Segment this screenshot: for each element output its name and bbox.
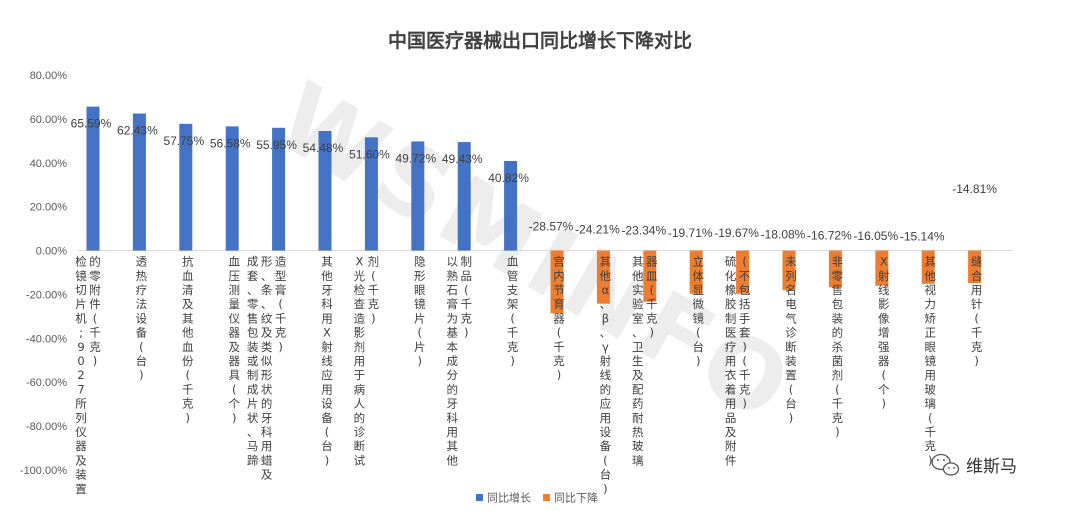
- y-axis: 80.00% 60.00% 40.00% 20.00% 0.00% -20.00% -40.…: [20, 70, 67, 477]
- category-label: 未列名电气诊断装置(台): [785, 255, 797, 425]
- category-label: 其他牙科用 X 射线应用设备(台): [321, 255, 333, 468]
- y-tick-label: 80.00%: [30, 70, 68, 82]
- data-label: -23.34%: [621, 223, 666, 237]
- category-label: X 光检查造影剂用于病人的诊断试: [354, 255, 366, 468]
- category-label: 的零附件(千克): [89, 255, 101, 368]
- legend-decrease-label: 同比下降: [554, 491, 598, 505]
- bar-decrease: [875, 250, 889, 286]
- bar-increase: [411, 141, 425, 251]
- bar-increase: [179, 123, 193, 251]
- wechat-icon: [931, 453, 960, 476]
- y-tick-label: -40.00%: [26, 333, 67, 345]
- bar-increase: [86, 106, 100, 251]
- category-label: X 射线影像增强器(个): [878, 255, 890, 411]
- data-label: -16.05%: [853, 229, 898, 243]
- y-tick-label: 0.00%: [36, 246, 67, 258]
- category-label: 抗血清及其他血份(千克): [182, 255, 194, 425]
- y-tick-label: -100.00%: [20, 465, 67, 477]
- category-label: 其他实验室、卫生及配药耐热玻璃: [632, 255, 644, 468]
- category-label: 缝合用针(千克): [971, 255, 983, 368]
- bar-decrease: [596, 250, 610, 304]
- data-label: 57.75%: [163, 134, 204, 148]
- y-tick-label: -60.00%: [26, 377, 67, 389]
- category-label: 隐形眼镜片(片): [414, 255, 426, 368]
- category-label: (不包括手套) (千克): [739, 255, 751, 411]
- category-label: 以熟石膏为基本成分的牙科用其他: [446, 255, 458, 468]
- brand-watermark: 维斯马: [931, 453, 1017, 477]
- bar-decrease: [736, 250, 750, 294]
- bar-increase: [132, 113, 146, 251]
- data-label: 55.95%: [256, 138, 297, 152]
- data-label: 49.43%: [442, 152, 483, 166]
- legend: 同比增长 同比下降: [476, 491, 598, 505]
- data-labels-group: 65.59% 62.43% 57.75% 56.58% 55.95% 54.48% 51.6…: [71, 117, 998, 244]
- category-label: 血管支架(千克): [507, 255, 519, 368]
- legend-increase-label: 同比增长: [487, 491, 531, 505]
- category-label: 形、条、纹及类似形状的牙科用蜡及: [261, 255, 273, 482]
- bar-increase: [225, 126, 239, 251]
- data-label: -24.21%: [575, 223, 620, 237]
- data-label: -19.67%: [714, 226, 759, 240]
- legend-increase-swatch: [476, 494, 483, 501]
- data-label: 40.82%: [488, 171, 529, 185]
- bars-group: [86, 106, 982, 314]
- data-label: -28.57%: [529, 219, 574, 233]
- category-label: 宫内节育器(千克): [553, 255, 565, 383]
- category-label: 透热疗法设备(台): [136, 255, 148, 383]
- data-label: 49.72%: [395, 151, 436, 165]
- category-label: 造型膏(千克): [275, 255, 287, 354]
- y-tick-label: 40.00%: [30, 158, 68, 170]
- chart-title: 中国医疗器械出口同比增长下降对比: [388, 29, 692, 52]
- brand-name: 维斯马: [966, 457, 1017, 477]
- bar-decrease: [689, 250, 703, 294]
- y-tick-label: -80.00%: [26, 421, 67, 433]
- bar-decrease: [921, 250, 935, 284]
- category-label: 器皿(千克): [646, 255, 658, 340]
- data-label: 56.58%: [210, 136, 251, 150]
- data-label: 54.48%: [303, 141, 344, 155]
- data-label: -14.81%: [952, 182, 997, 196]
- bar-decrease: [782, 250, 796, 291]
- bar-decrease: [968, 250, 982, 284]
- data-label: 51.60%: [349, 147, 390, 161]
- bar-increase: [318, 131, 332, 251]
- category-label: 其他视力矫正眼镜用玻璃(千克): [924, 255, 936, 468]
- y-tick-label: 60.00%: [30, 114, 68, 126]
- bar-increase: [457, 142, 471, 251]
- data-label: 62.43%: [117, 124, 158, 138]
- legend-decrease-swatch: [543, 494, 550, 501]
- bar-increase: [272, 127, 286, 251]
- data-label: -19.71%: [668, 226, 713, 240]
- category-label: 剂(千克): [368, 255, 380, 326]
- bar-increase: [364, 137, 378, 251]
- data-label: -18.08%: [761, 227, 806, 241]
- category-label: 其他 α、 β、 γ 射线的应用设备(台): [600, 255, 612, 496]
- category-label: 成套、零售包装或制成片状、马蹄: [247, 255, 259, 468]
- category-label: 硫化橡胶制医疗用衣着用品及附件: [725, 255, 737, 468]
- category-label: 立体显微镜(台): [692, 255, 704, 368]
- bar-decrease: [550, 250, 564, 314]
- data-label: 65.59%: [71, 117, 112, 131]
- bar-decrease: [643, 250, 657, 302]
- y-tick-label: -20.00%: [26, 289, 67, 301]
- bar-increase: [504, 160, 518, 251]
- category-label: 血压测量仪器及器具(个): [228, 255, 240, 425]
- y-tick-label: 20.00%: [30, 202, 68, 214]
- category-label: 制品(千克): [460, 255, 472, 340]
- category-label: 检镜切片机; 9 0 2 7 所列仪器及装置: [75, 255, 87, 496]
- bar-decrease: [828, 250, 842, 288]
- data-label: -15.14%: [900, 230, 945, 244]
- data-label: -16.72%: [807, 229, 852, 243]
- category-label: 非零售包装的杀菌剂(千克): [832, 255, 844, 439]
